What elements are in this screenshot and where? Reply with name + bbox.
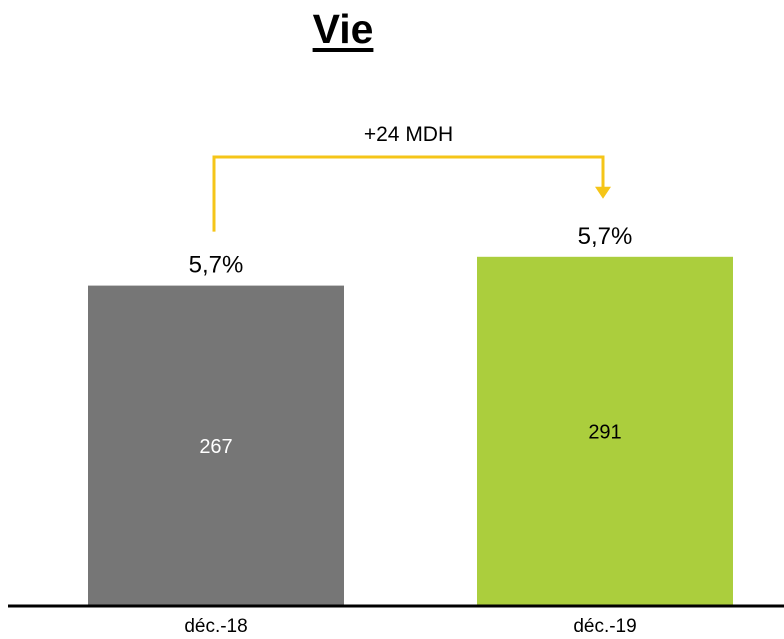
chart-title: Vie (312, 6, 374, 52)
change-annotation-label: +24 MDH (364, 123, 453, 146)
x-tick-label: déc.-19 (573, 616, 636, 637)
bar-1 (88, 285, 344, 606)
bar-2 (477, 256, 733, 606)
bar-value-label: 291 (588, 421, 621, 443)
bar-value-label: 267 (199, 436, 232, 458)
x-tick-label: déc.-18 (184, 616, 247, 637)
change-arrowhead (595, 186, 611, 199)
change-arrow (212, 155, 605, 232)
bar-top-percentage-label: 5,7% (578, 223, 633, 250)
bar-top-percentage-label: 5,7% (189, 252, 244, 279)
